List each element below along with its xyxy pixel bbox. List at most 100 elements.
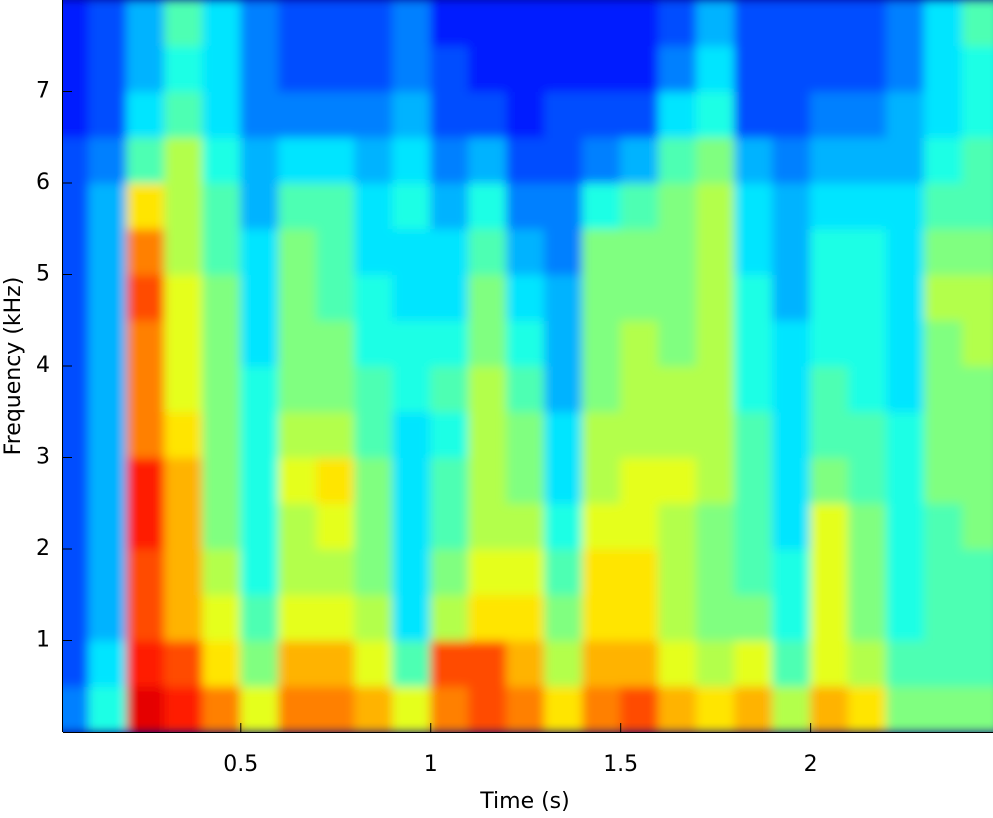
spectrogram-cell — [316, 45, 356, 92]
spectrogram-cell — [962, 228, 993, 275]
spectrogram-cell — [696, 594, 736, 641]
spectrogram-cell — [582, 640, 622, 687]
axes: 0.5 1 1.5 2 1 2 3 4 5 6 7 — [36, 0, 993, 777]
spectrogram-cell — [924, 319, 964, 367]
spectrogram-cell — [392, 685, 432, 732]
spectrogram-cell — [696, 365, 736, 413]
spectrogram-cell — [620, 45, 660, 92]
spectrogram-cell — [924, 228, 964, 275]
spectrogram-cell — [164, 457, 204, 504]
spectrogram-cell — [658, 594, 698, 641]
spectrogram-cell — [810, 411, 850, 458]
spectrogram-cell — [506, 685, 546, 732]
spectrogram-cell — [468, 685, 508, 732]
spectrogram-cell — [848, 274, 888, 321]
spectrogram-cell — [202, 136, 242, 184]
spectrogram-cell — [544, 457, 584, 504]
spectrogram-cell — [88, 594, 128, 641]
spectrogram-cell — [886, 228, 926, 275]
spectrogram-cell — [278, 91, 318, 138]
spectrogram-cell — [392, 136, 432, 184]
spectrogram-cell — [962, 685, 993, 732]
spectrogram-cell — [582, 548, 622, 596]
spectrogram-cell — [620, 319, 660, 367]
x-tick-label: 1 — [424, 752, 438, 777]
spectrogram-cell — [924, 502, 964, 550]
spectrogram-cell — [962, 0, 993, 47]
spectrogram-cell — [848, 136, 888, 184]
spectrogram-cell — [962, 594, 993, 641]
spectrogram-cell — [506, 548, 546, 596]
spectrogram-cell — [620, 0, 660, 47]
spectrogram-cell — [848, 45, 888, 92]
spectrogram-cell — [278, 136, 318, 184]
spectrogram-cell — [126, 502, 166, 550]
spectrogram-cell — [886, 182, 926, 230]
spectrogram-cell — [772, 274, 812, 321]
spectrogram-cell — [810, 685, 850, 732]
spectrogram-cell — [430, 594, 470, 641]
spectrogram-cell — [658, 136, 698, 184]
spectrogram-cell — [962, 274, 993, 321]
spectrogram-cell — [240, 0, 280, 47]
spectrogram-cell — [316, 274, 356, 321]
spectrogram-cell — [202, 228, 242, 275]
spectrogram-cell — [734, 365, 774, 413]
spectrogram-cell — [772, 640, 812, 687]
spectrogram-cell — [582, 594, 622, 641]
y-tick-label: 6 — [36, 170, 50, 195]
spectrogram-cell — [544, 91, 584, 138]
spectrogram-cell — [696, 182, 736, 230]
spectrogram-cell — [392, 274, 432, 321]
spectrogram-cell — [278, 228, 318, 275]
spectrogram-cell — [658, 502, 698, 550]
spectrogram-cell — [316, 136, 356, 184]
spectrogram-cell — [316, 365, 356, 413]
spectrogram-cell — [126, 45, 166, 92]
spectrogram-cell — [924, 365, 964, 413]
spectrogram-cell — [696, 319, 736, 367]
x-tick-label: 0.5 — [223, 752, 258, 777]
spectrogram-cell — [240, 136, 280, 184]
spectrogram-cell — [886, 136, 926, 184]
spectrogram-cell — [772, 594, 812, 641]
spectrogram-cell — [620, 685, 660, 732]
spectrogram-cell — [810, 594, 850, 641]
spectrogram-cell — [88, 365, 128, 413]
spectrogram-cell — [240, 274, 280, 321]
spectrogram-cell — [316, 319, 356, 367]
spectrogram-cell — [810, 91, 850, 138]
spectrogram-cell — [202, 91, 242, 138]
spectrogram-cell — [278, 274, 318, 321]
spectrogram-cell — [63, 502, 90, 550]
spectrogram-cell — [88, 91, 128, 138]
spectrogram-cell — [620, 365, 660, 413]
spectrogram-cell — [506, 91, 546, 138]
spectrogram-cell — [696, 45, 736, 92]
spectrogram-cell — [620, 594, 660, 641]
spectrogram-cell — [278, 640, 318, 687]
spectrogram-cell — [506, 182, 546, 230]
spectrogram-cell — [544, 548, 584, 596]
spectrogram-cell — [886, 91, 926, 138]
spectrogram-cell — [848, 594, 888, 641]
spectrogram-cell — [924, 182, 964, 230]
spectrogram-cell — [848, 228, 888, 275]
spectrogram-cell — [582, 685, 622, 732]
spectrogram-cell — [962, 319, 993, 367]
spectrogram-cell — [658, 548, 698, 596]
spectrogram-cell — [354, 411, 394, 458]
spectrogram-cell — [63, 91, 90, 138]
spectrogram-cell — [278, 319, 318, 367]
spectrogram-cell — [354, 319, 394, 367]
spectrogram-cell — [316, 502, 356, 550]
spectrogram-cell — [886, 640, 926, 687]
spectrogram-cell — [468, 548, 508, 596]
spectrogram-cell — [886, 685, 926, 732]
y-tick-label: 3 — [36, 445, 50, 470]
spectrogram-cell — [810, 457, 850, 504]
spectrogram-cell — [658, 182, 698, 230]
y-tick-label: 4 — [36, 353, 50, 378]
spectrogram-cell — [164, 228, 204, 275]
